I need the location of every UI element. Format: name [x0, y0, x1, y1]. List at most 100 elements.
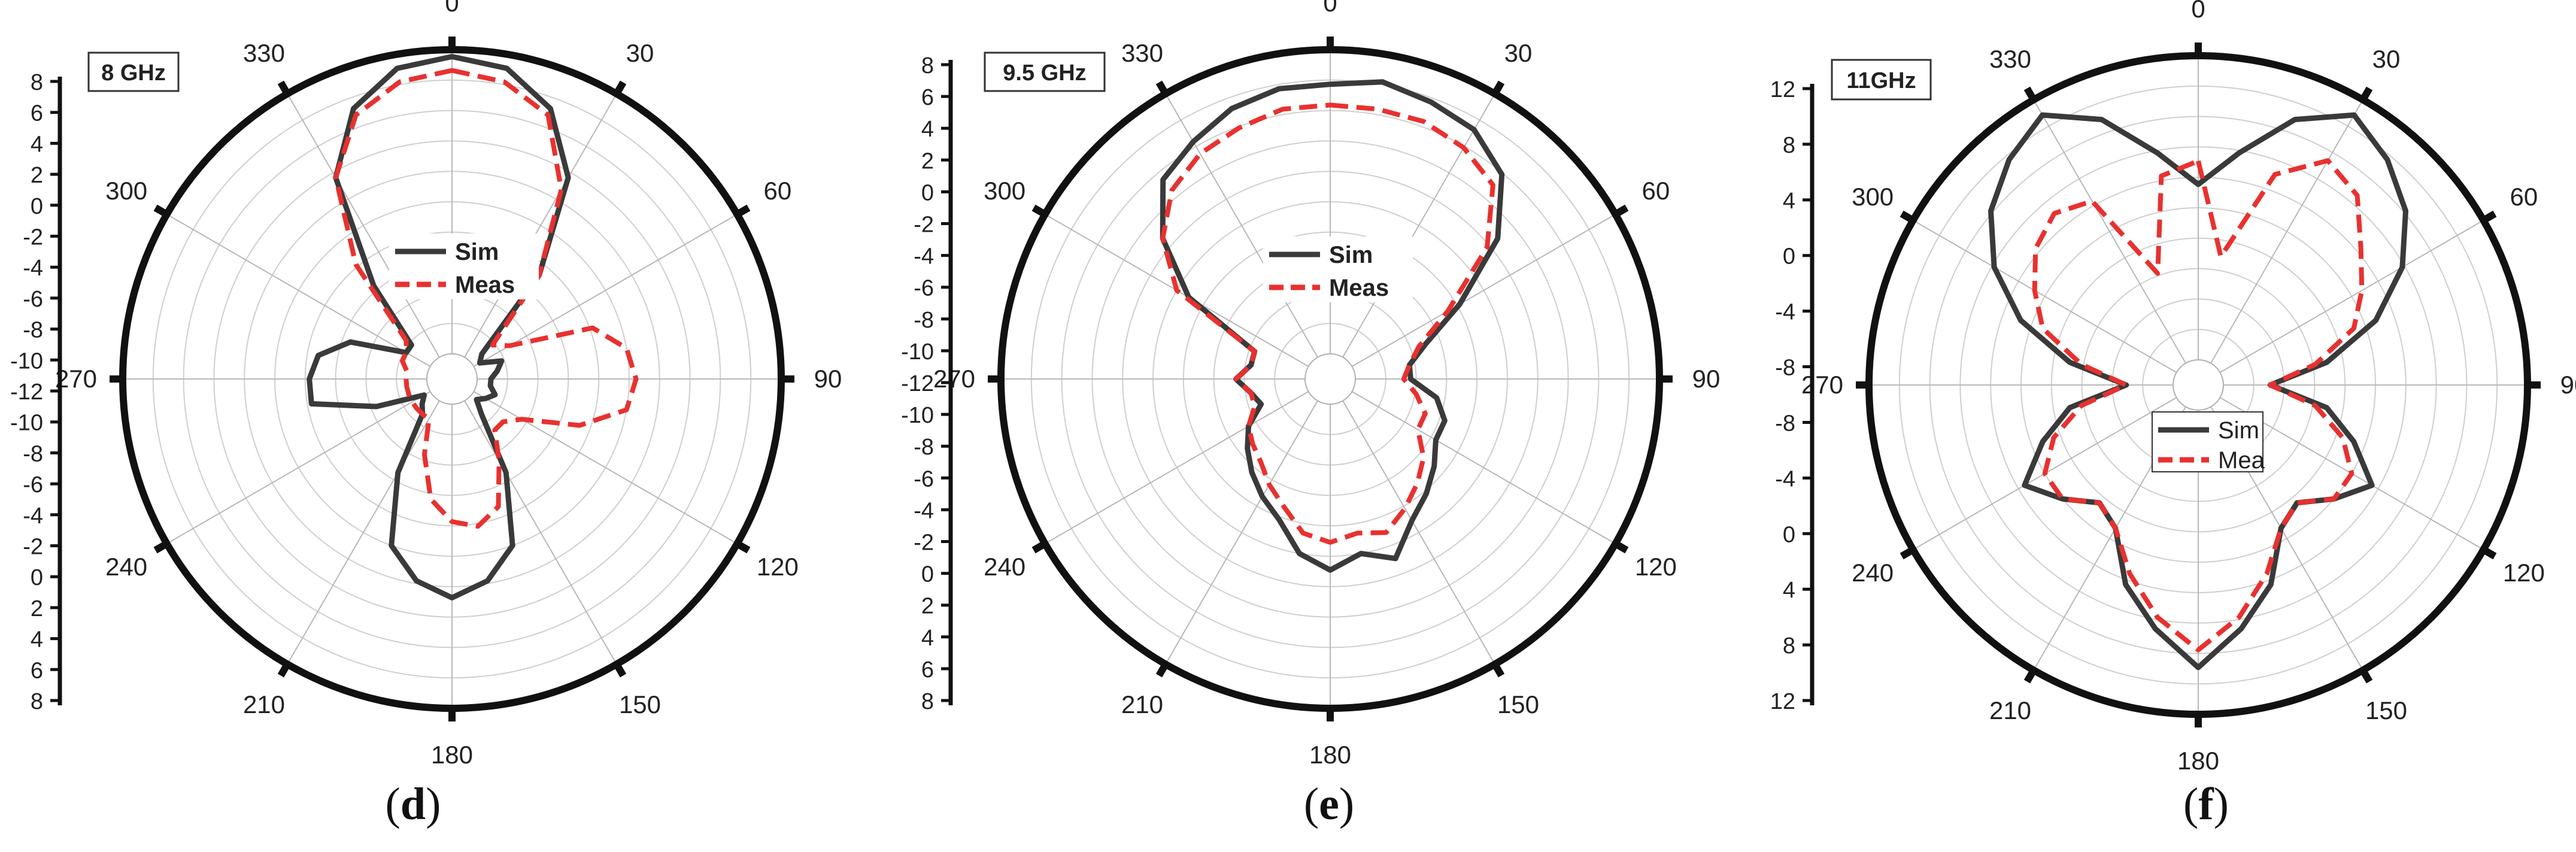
- angle-tick-label-330: 330: [1989, 45, 2031, 73]
- angle-tick-mark: [1491, 661, 1505, 678]
- angle-tick-mark: [1900, 545, 1916, 560]
- radial-scale-label: 8: [31, 70, 43, 95]
- grid-spoke: [1913, 220, 2177, 373]
- radial-scale-label: 0: [1783, 522, 1795, 547]
- angle-tick-label-0: 0: [2191, 0, 2205, 23]
- radial-scale-label: -10: [10, 348, 43, 374]
- angle-tick-label-120: 120: [757, 553, 799, 581]
- radial-scale-label: 4: [921, 626, 934, 651]
- angle-tick-mark: [2359, 86, 2373, 103]
- radial-scale-label: -4: [23, 504, 43, 529]
- angle-tick-mark: [277, 661, 292, 678]
- legend-label-sim: Sim: [455, 239, 499, 265]
- polar-chart-e: 030609012015018021024027030033086420-2-4…: [901, 0, 1720, 769]
- panel-title: 8 GHz: [101, 60, 166, 86]
- radial-scale-label: 4: [1783, 189, 1795, 214]
- grid-spoke: [1165, 400, 1318, 665]
- angle-tick-label-300: 300: [105, 177, 147, 205]
- angle-tick-label-300: 300: [1852, 183, 1894, 211]
- angle-tick-mark: [612, 661, 627, 678]
- series-line-meas: [1160, 102, 1495, 545]
- radial-scale-label: 4: [31, 627, 43, 653]
- angle-tick-mark: [1900, 210, 1916, 225]
- panel-title-box: [984, 51, 1106, 92]
- radial-scale-label: 0: [31, 194, 43, 219]
- legend: Sim Mea: [2152, 411, 2265, 474]
- grid-spoke: [464, 93, 617, 358]
- angle-tick-label-240: 240: [1852, 559, 1894, 587]
- caption-f: (f): [2183, 779, 2229, 829]
- radial-scale-label: 8: [31, 689, 43, 714]
- radial-scale-label: -2: [23, 535, 43, 560]
- grid-spoke: [287, 400, 440, 665]
- grid-spoke: [1045, 391, 1309, 544]
- grid-spoke: [166, 214, 431, 367]
- angle-tick-label-0: 0: [445, 0, 459, 17]
- radial-scale-label: 0: [921, 180, 934, 205]
- radial-scale-label: -8: [1775, 356, 1795, 381]
- grid-spoke: [1165, 93, 1318, 358]
- angle-tick-label-90: 90: [1692, 365, 1721, 393]
- polar-chart-d: 030609012015018021024027030033086420-2-4…: [10, 0, 842, 769]
- radial-scale-label: 8: [1783, 633, 1795, 659]
- angle-tick-label-330: 330: [243, 39, 285, 67]
- legend-label-sim: Sim: [2218, 417, 2259, 444]
- radial-scale-label: -6: [23, 287, 43, 312]
- legend: Sim Meas: [1263, 237, 1413, 302]
- angle-tick-label-120: 120: [1635, 553, 1677, 581]
- legend: Sim Meas: [389, 234, 539, 299]
- radial-scale-label: 4: [921, 117, 934, 142]
- radial-scale-label: -4: [914, 244, 934, 269]
- radial-scale-label: -8: [1775, 411, 1795, 436]
- radial-scale-label: -8: [23, 318, 43, 343]
- radial-scale-label: 4: [1783, 578, 1795, 603]
- radial-scale-label: 0: [921, 562, 934, 587]
- angle-tick-mark: [153, 539, 170, 554]
- radial-scale-label: -6: [914, 466, 934, 492]
- angle-tick-mark: [612, 80, 627, 97]
- legend-label-meas: Meas: [1329, 275, 1389, 301]
- angle-tick-mark: [1031, 204, 1048, 219]
- angle-tick-mark: [1155, 661, 1170, 678]
- angle-tick-label-210: 210: [1989, 696, 2031, 724]
- radial-scale-label: 12: [1770, 77, 1795, 102]
- grid-spoke: [1342, 400, 1495, 665]
- legend-box: [1263, 237, 1413, 302]
- radial-scale-label: 2: [31, 163, 43, 188]
- radial-scale-label: 8: [921, 689, 934, 714]
- angle-tick-label-270: 270: [933, 365, 975, 393]
- radial-scale-label: 12: [1770, 689, 1795, 714]
- caption-letter-e: e: [1319, 779, 1339, 829]
- angle-tick-label-120: 120: [2503, 559, 2545, 587]
- series-line-sim: [1988, 112, 2408, 671]
- radial-scale-label: -10: [901, 403, 934, 428]
- grid-spoke: [1342, 93, 1495, 358]
- angle-tick-label-30: 30: [1504, 39, 1533, 67]
- panel-title-box: [87, 51, 180, 92]
- angle-tick-label-30: 30: [2372, 45, 2401, 73]
- angle-tick-label-240: 240: [984, 553, 1025, 581]
- grid-spoke: [1351, 391, 1616, 544]
- angle-tick-mark: [277, 80, 292, 97]
- series-line-meas: [333, 68, 639, 529]
- angle-tick-label-150: 150: [2365, 696, 2407, 724]
- caption-letter-d: d: [400, 779, 426, 829]
- angle-tick-mark: [2480, 210, 2497, 225]
- angle-tick-label-150: 150: [619, 690, 661, 718]
- angle-tick-mark: [1491, 80, 1505, 97]
- radial-scale-label: 2: [921, 594, 934, 619]
- legend-box: [389, 234, 539, 299]
- grid-spoke: [473, 214, 738, 367]
- radial-scale-label: 4: [31, 132, 43, 157]
- angle-tick-mark: [1612, 204, 1629, 219]
- angle-tick-mark: [2023, 667, 2038, 684]
- angle-tick-label-330: 330: [1121, 39, 1163, 67]
- caption-letter-f: f: [2198, 779, 2214, 829]
- grid-spoke: [464, 400, 617, 665]
- angle-tick-label-300: 300: [984, 177, 1025, 205]
- angle-tick-label-210: 210: [1121, 690, 1163, 718]
- grid-spoke: [287, 93, 440, 358]
- radial-scale-label: -6: [914, 276, 934, 301]
- angle-tick-mark: [1612, 539, 1629, 554]
